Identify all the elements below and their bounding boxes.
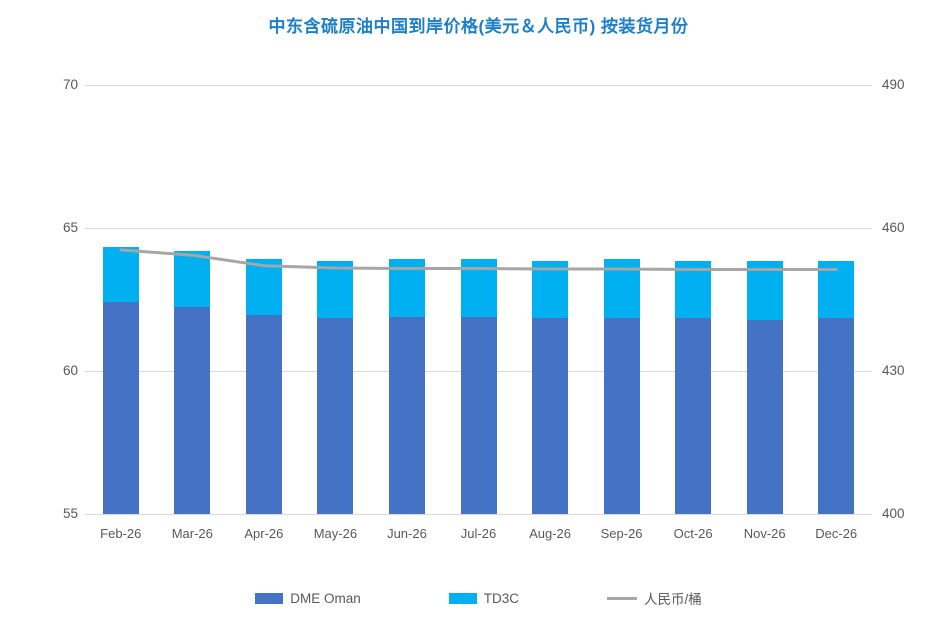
bar-dme-oman	[102, 302, 139, 514]
bar-dme-oman	[460, 316, 497, 514]
x-axis-label: Dec-26	[815, 526, 858, 541]
legend: DME Oman TD3C 人民币/桶	[85, 588, 872, 608]
bar-dme-oman	[317, 318, 354, 514]
td3c-swatch-icon	[448, 592, 477, 604]
rmb-per-barrel-line	[119, 248, 838, 271]
x-axis-label: May-26	[313, 526, 358, 541]
gridline	[85, 514, 872, 515]
bar-dme-oman	[532, 318, 569, 514]
bar-dme-oman	[603, 318, 640, 514]
left-axis-tick-label: 65	[62, 220, 78, 235]
left-axis-tick-label: 55	[62, 506, 78, 521]
rmb-line-swatch-icon	[607, 596, 637, 600]
legend-label-dme-oman: DME Oman	[290, 590, 361, 606]
x-axis-label: Mar-26	[171, 526, 213, 541]
dme-oman-swatch-icon	[255, 592, 284, 604]
left-axis-tick-label: 70	[62, 77, 78, 92]
bar-dme-oman	[245, 315, 282, 514]
x-axis-label: Sep-26	[600, 526, 643, 541]
gridline	[85, 85, 872, 86]
legend-item-td3c: TD3C	[448, 590, 519, 606]
left-axis-tick-label: 60	[62, 363, 78, 378]
x-axis-label: Oct-26	[673, 526, 713, 541]
right-axis-tick-label: 460	[882, 220, 905, 235]
x-axis-label: Apr-26	[244, 526, 284, 541]
x-axis-label: Jun-26	[387, 526, 427, 541]
bar-dme-oman	[818, 318, 855, 514]
x-axis-label: Feb-26	[100, 526, 142, 541]
legend-item-rmb-line: 人民币/桶	[607, 588, 702, 608]
chart-title: 中东含硫原油中国到岸价格(美元＆人民币) 按装货月份	[268, 17, 689, 36]
bar-dme-oman	[174, 306, 211, 514]
legend-item-dme-oman: DME Oman	[255, 591, 361, 606]
right-axis-tick-label: 430	[882, 363, 905, 378]
bar-td3c	[245, 259, 282, 316]
legend-label-td3c: TD3C	[483, 590, 519, 606]
x-axis-label: Jul-26	[460, 526, 497, 541]
right-axis-tick-label: 400	[882, 506, 905, 521]
right-axis-tick-label: 490	[882, 77, 905, 92]
bar-td3c	[317, 260, 354, 319]
bar-td3c	[102, 246, 139, 303]
bar-dme-oman	[746, 319, 783, 514]
bar-dme-oman	[675, 318, 712, 514]
bar-dme-oman	[388, 316, 425, 514]
bar-td3c	[174, 250, 211, 307]
x-axis-label: Aug-26	[529, 526, 571, 541]
x-axis-label: Nov-26	[743, 526, 786, 541]
legend-label-rmb: 人民币/桶	[644, 592, 702, 607]
gridline	[85, 228, 872, 229]
